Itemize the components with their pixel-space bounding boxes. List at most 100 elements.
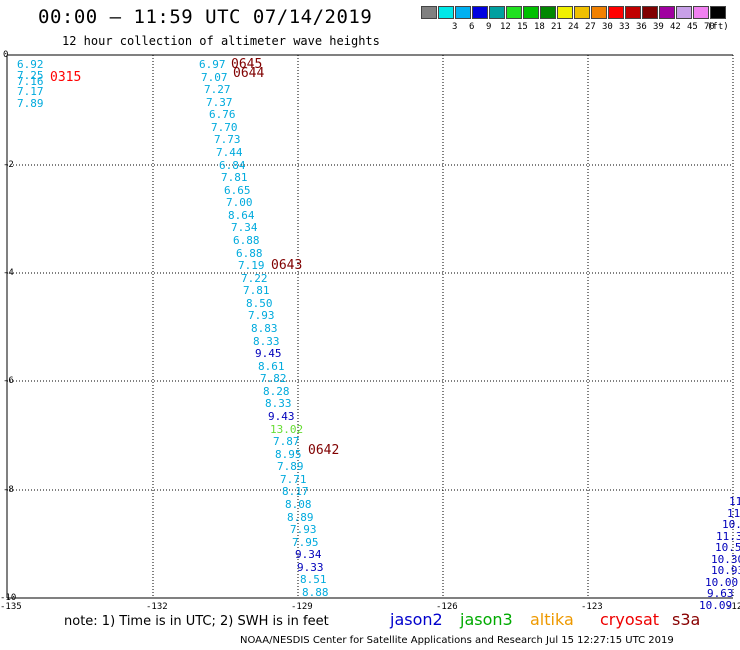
legend-label: 42: [670, 22, 681, 32]
swh-value: 10.00: [705, 575, 739, 589]
legend-label: 15: [517, 22, 528, 32]
legend-swatch: [489, 6, 505, 19]
swh-value: 7.37: [206, 96, 233, 109]
swh-value: 7.89: [17, 97, 44, 110]
swh-value: 7.95: [292, 536, 319, 549]
satellite-label: cryosat: [600, 610, 660, 629]
legend-swatch: [506, 6, 522, 19]
legend-swatch: [574, 6, 590, 19]
swh-value: 6.84: [219, 159, 246, 172]
swh-value: 7.73: [214, 133, 241, 146]
page-subtitle: 12 hour collection of altimeter wave hei…: [62, 34, 380, 48]
legend-label: 12: [500, 22, 511, 32]
swh-value: 7.17: [17, 85, 44, 98]
swh-value: 6.88: [236, 247, 263, 260]
swh-value: 11.3: [716, 529, 740, 543]
legend-swatch: [455, 6, 471, 19]
legend-swatch: [438, 6, 454, 19]
legend-swatch: [472, 6, 488, 19]
swh-value: 10.: [722, 518, 740, 531]
swh-value: 7.00: [226, 196, 253, 209]
credit-line: NOAA/NESDIS Center for Satellite Applica…: [240, 635, 674, 646]
x-tick-label: -120: [726, 602, 740, 612]
swh-value: 8.95: [275, 448, 302, 461]
y-tick-label: -8: [3, 485, 14, 495]
y-tick-label: -4: [3, 268, 14, 278]
swh-value: 9.43: [268, 410, 295, 423]
legend-swatch: [676, 6, 692, 19]
swh-value: 7.07: [201, 71, 228, 84]
legend-label: 24: [568, 22, 579, 32]
swh-value: 9.34: [295, 548, 322, 561]
legend-swatch: [710, 6, 726, 19]
swh-value: 8.08: [285, 498, 312, 511]
legend-label: 21: [551, 22, 562, 32]
legend-swatch: [659, 6, 675, 19]
y-tick-label: -6: [3, 376, 14, 386]
swh-value: 7.93: [290, 523, 317, 536]
swh-value: 10.5: [715, 541, 740, 554]
swh-value: 7.70: [211, 121, 238, 134]
legend-label: 27: [585, 22, 596, 32]
satellite-label: jason3: [460, 610, 513, 629]
swh-value: 9.45: [255, 347, 282, 360]
swh-value: 8.83: [251, 322, 278, 335]
legend-label: 9: [486, 22, 492, 32]
swh-value: 7.81: [243, 284, 270, 297]
swh-value: 6.76: [209, 108, 236, 121]
swh-value: 11: [727, 506, 740, 520]
legend-label: 33: [619, 22, 630, 32]
legend-label: 6: [469, 22, 475, 32]
swh-value: 10.09: [699, 598, 733, 612]
satellite-label: altika: [530, 610, 574, 629]
swh-value: 9.63: [707, 587, 734, 600]
pass-time: 0642: [308, 443, 340, 458]
swh-value: 7.87: [273, 435, 300, 448]
legend-label: 18: [534, 22, 545, 32]
legend-label: 45: [687, 22, 698, 32]
swh-value: 6.97: [199, 58, 226, 71]
swh-value: 10.93: [711, 564, 740, 577]
legend-label: 3: [452, 22, 458, 32]
swh-value: 9.33: [297, 561, 324, 574]
page-title: 00:00 – 11:59 UTC 07/14/2019: [38, 6, 373, 28]
swh-value: 7.27: [204, 83, 231, 96]
legend-swatch: [693, 6, 709, 19]
swh-value: 8.33: [265, 397, 292, 410]
legend-label: 30: [602, 22, 613, 32]
legend-swatch: [557, 6, 573, 19]
swh-value: 8.50: [246, 297, 273, 310]
swh-value: 8.28: [263, 385, 290, 398]
legend-swatch: [540, 6, 556, 19]
swh-value: 8.89: [287, 511, 314, 524]
swh-value: 7.81: [221, 171, 248, 184]
satellite-label: s3a: [672, 610, 701, 629]
legend-label: 70: [704, 22, 715, 32]
legend-swatch: [642, 6, 658, 19]
pass-time: 0643: [271, 258, 303, 273]
swh-value: 8.33: [253, 335, 280, 348]
y-tick-label: 0: [3, 50, 9, 60]
x-tick-label: -132: [146, 602, 168, 612]
swh-value: 8.51: [300, 573, 327, 586]
swh-value: 7.22: [241, 272, 268, 285]
swh-value: 7.82: [260, 372, 287, 385]
footer-note: note: 1) Time is in UTC; 2) SWH is in fe…: [64, 614, 329, 629]
swh-value: 7.25: [17, 69, 44, 82]
swh-value: 6.88: [233, 234, 260, 247]
legend-swatch: [591, 6, 607, 19]
swh-value: 6.65: [224, 184, 251, 197]
pass-time: 0644: [233, 66, 265, 81]
legend-unit: (ft): [707, 22, 729, 32]
x-tick-label: -126: [436, 602, 458, 612]
legend-swatch: [523, 6, 539, 19]
swh-value: 7.89: [277, 460, 304, 473]
swh-value: 10.30: [711, 552, 740, 566]
swh-value: 6.92: [17, 58, 44, 71]
x-tick-label: -129: [291, 602, 313, 612]
x-tick-label: -135: [0, 602, 22, 612]
legend-label: 36: [636, 22, 647, 32]
x-tick-label: -123: [581, 602, 603, 612]
swh-value: 7.71: [280, 473, 307, 486]
